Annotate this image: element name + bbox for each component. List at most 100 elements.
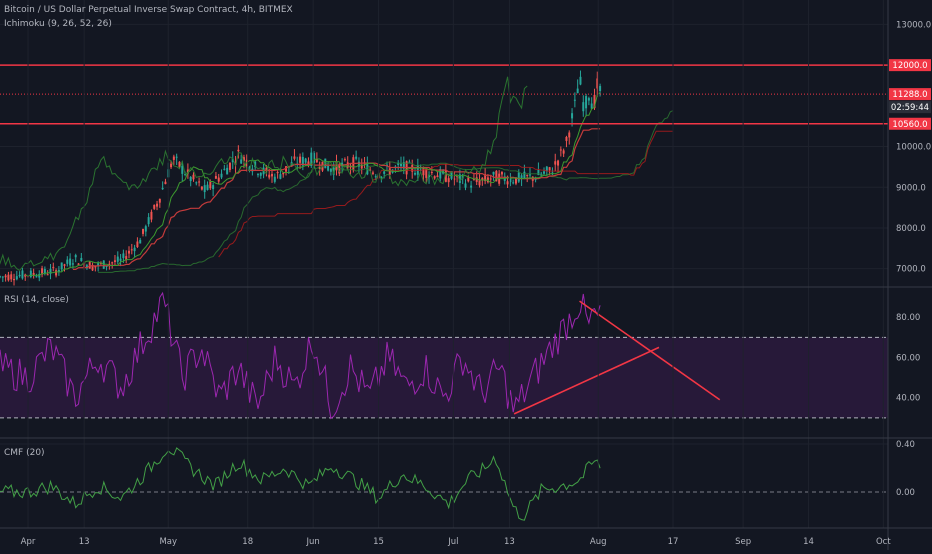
candle-body bbox=[543, 171, 546, 174]
candle-body bbox=[71, 263, 74, 265]
ichimoku-span-a bbox=[98, 110, 674, 273]
candle-body bbox=[285, 166, 288, 172]
candle-body bbox=[200, 186, 203, 190]
candle-body bbox=[573, 99, 576, 101]
candle-body bbox=[113, 260, 116, 262]
candle-body bbox=[576, 88, 579, 94]
rsi-pane[interactable]: 40.00 60.00 80.00 bbox=[0, 291, 920, 420]
rsi-trendline[interactable] bbox=[579, 300, 721, 401]
candle-body bbox=[341, 162, 344, 167]
candle-body bbox=[374, 176, 377, 178]
candle-body bbox=[164, 181, 167, 185]
ichimoku-span-b bbox=[218, 130, 673, 258]
candle-body bbox=[130, 249, 133, 251]
candle-body bbox=[486, 177, 489, 183]
candle-body bbox=[360, 164, 363, 169]
candle-body bbox=[526, 174, 529, 176]
candle-body bbox=[414, 173, 417, 175]
ichimoku-legend[interactable]: Ichimoku (9, 26, 52, 26) bbox=[4, 19, 112, 29]
candle-body bbox=[517, 172, 520, 182]
main-price-pane[interactable]: 7000.0 8000.0 9000.0 10000.0 13000.0 12000.0 1… bbox=[0, 20, 931, 286]
candle-body bbox=[13, 278, 16, 281]
candle-body bbox=[46, 274, 49, 276]
candle-body bbox=[268, 174, 271, 178]
cmf-line bbox=[0, 447, 601, 521]
candle-body bbox=[158, 198, 161, 203]
time-tick-label: Apr bbox=[21, 537, 36, 547]
cmf-pane[interactable]: 0.00 0.40 bbox=[0, 440, 915, 521]
candle-body bbox=[226, 167, 229, 175]
candle-body bbox=[91, 264, 94, 271]
candle-body bbox=[43, 269, 46, 273]
time-tick-label: 14 bbox=[803, 537, 814, 547]
candle-body bbox=[41, 268, 44, 275]
candle-body bbox=[571, 113, 574, 119]
candle-body bbox=[74, 255, 77, 258]
candle-body bbox=[310, 152, 313, 167]
candle-body bbox=[228, 162, 231, 170]
candle-body bbox=[329, 168, 332, 172]
candle-body bbox=[139, 239, 142, 244]
candle-body bbox=[150, 211, 153, 220]
candle-body bbox=[520, 175, 523, 179]
candle-body bbox=[60, 262, 63, 270]
candle-body bbox=[495, 170, 498, 182]
candle-body bbox=[425, 168, 428, 178]
candle-body bbox=[181, 165, 184, 174]
candle-body bbox=[147, 217, 150, 225]
cmf-legend[interactable]: CMF (20) bbox=[4, 448, 45, 458]
level-low-tag: 10560.0 bbox=[892, 120, 927, 130]
candle-body bbox=[327, 166, 330, 171]
price-tick-label: 9000.0 bbox=[896, 183, 926, 193]
time-tick-label: 15 bbox=[373, 537, 384, 547]
candle-body bbox=[4, 275, 7, 278]
candle-body bbox=[189, 176, 192, 182]
time-tick-label: Aug bbox=[590, 537, 607, 547]
level-low-tag-box bbox=[889, 117, 931, 130]
countdown-tag: 02:59:44 bbox=[891, 103, 929, 113]
candle-body bbox=[304, 158, 307, 163]
time-tick-label: May bbox=[159, 537, 177, 547]
candle-body bbox=[582, 102, 585, 112]
candle-body bbox=[301, 156, 304, 166]
candle-body bbox=[557, 160, 560, 166]
candle-body bbox=[422, 167, 425, 176]
candle-body bbox=[545, 166, 548, 171]
candle-body bbox=[175, 156, 178, 158]
candle-body bbox=[15, 276, 18, 280]
candle-body bbox=[38, 274, 41, 278]
candle-body bbox=[217, 177, 220, 182]
candle-body bbox=[400, 163, 403, 167]
candle-body bbox=[111, 262, 114, 264]
candle-body bbox=[481, 177, 484, 181]
candle-body bbox=[256, 174, 259, 176]
rsi-line bbox=[0, 291, 601, 420]
candle-body bbox=[133, 247, 136, 252]
candle-body bbox=[464, 183, 467, 188]
candle-body bbox=[276, 171, 279, 174]
candle-body bbox=[568, 132, 571, 138]
candle-body bbox=[21, 270, 24, 279]
candle-body bbox=[242, 157, 245, 161]
time-tick-label: Jul bbox=[447, 537, 458, 547]
rsi-legend[interactable]: RSI (14, close) bbox=[4, 295, 69, 305]
time-tick-label: Sep bbox=[735, 537, 751, 547]
candle-body bbox=[599, 86, 602, 91]
candle-body bbox=[523, 171, 526, 179]
candle-body bbox=[259, 172, 262, 176]
candle-body bbox=[293, 156, 296, 159]
candle-body bbox=[489, 178, 492, 180]
time-tick-label: Jun bbox=[305, 537, 319, 547]
candle-body bbox=[220, 173, 223, 178]
last-price-tag: 11288.0 bbox=[892, 90, 927, 100]
candle-body bbox=[161, 187, 164, 190]
candle-body bbox=[203, 185, 206, 193]
candle-body bbox=[142, 228, 145, 234]
candle-body bbox=[223, 168, 226, 170]
candle-body bbox=[332, 167, 335, 175]
candle-body bbox=[212, 185, 215, 190]
candle-body bbox=[52, 266, 55, 268]
rsi-trendline[interactable] bbox=[513, 346, 660, 415]
